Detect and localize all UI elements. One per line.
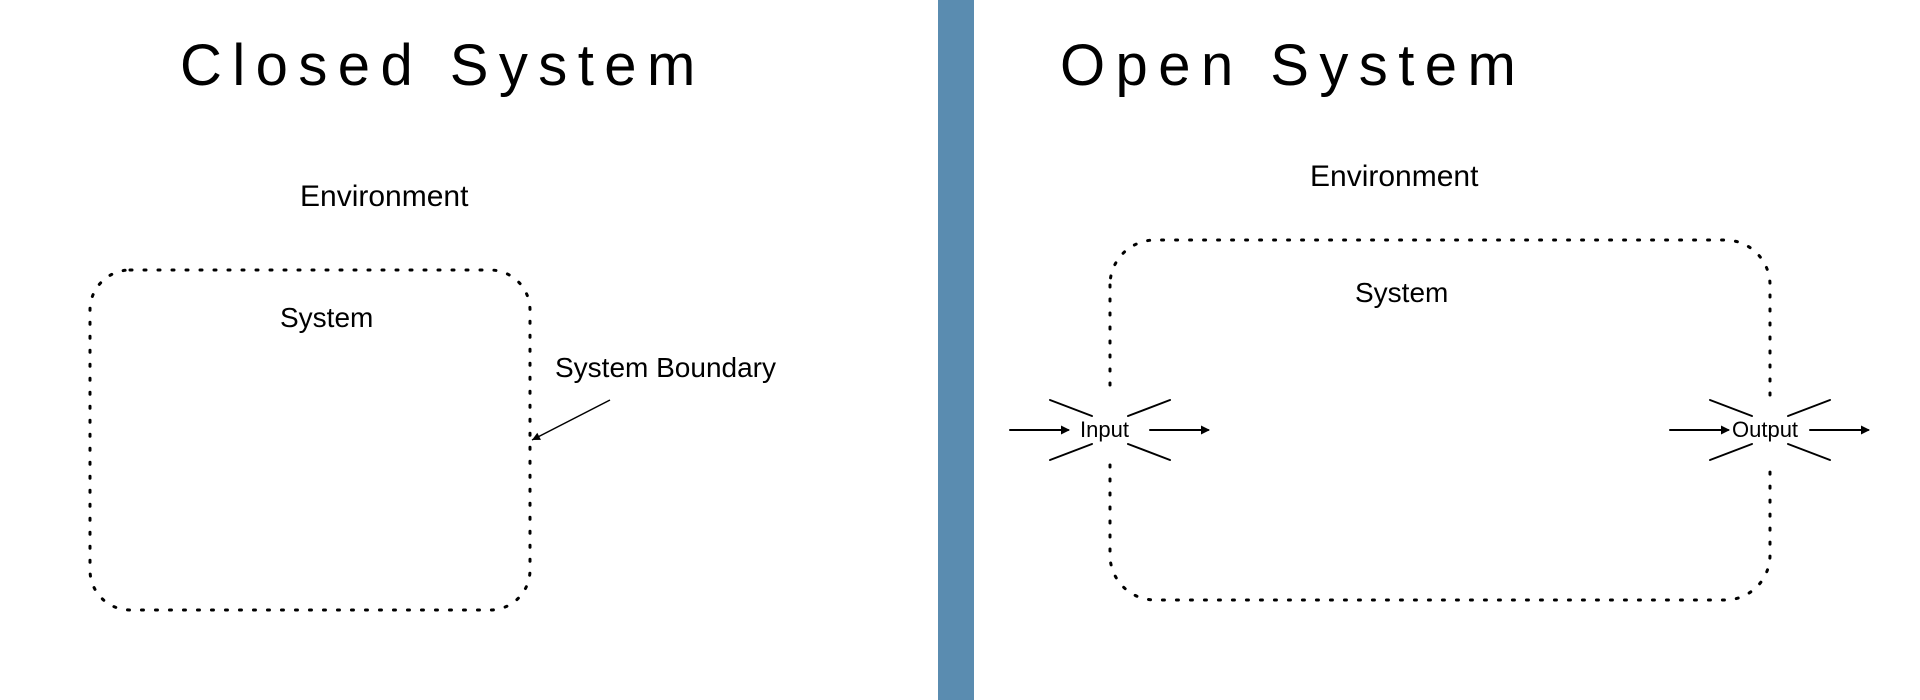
diagram-stage: Closed System Environment System System …	[0, 0, 1920, 700]
open-environment-label: Environment	[1310, 160, 1478, 194]
closed-system-title: Closed System	[180, 32, 706, 99]
boundary-arrow-icon	[532, 400, 610, 440]
closed-environment-label: Environment	[300, 180, 468, 214]
open-output-label: Output	[1732, 417, 1798, 443]
open-input-label: Input	[1080, 417, 1129, 443]
open-system-title: Open System	[1060, 32, 1526, 99]
open-system-label: System	[1355, 277, 1448, 309]
closed-boundary-label: System Boundary	[555, 352, 776, 384]
vertical-divider	[938, 0, 974, 700]
closed-system-label: System	[280, 302, 373, 334]
